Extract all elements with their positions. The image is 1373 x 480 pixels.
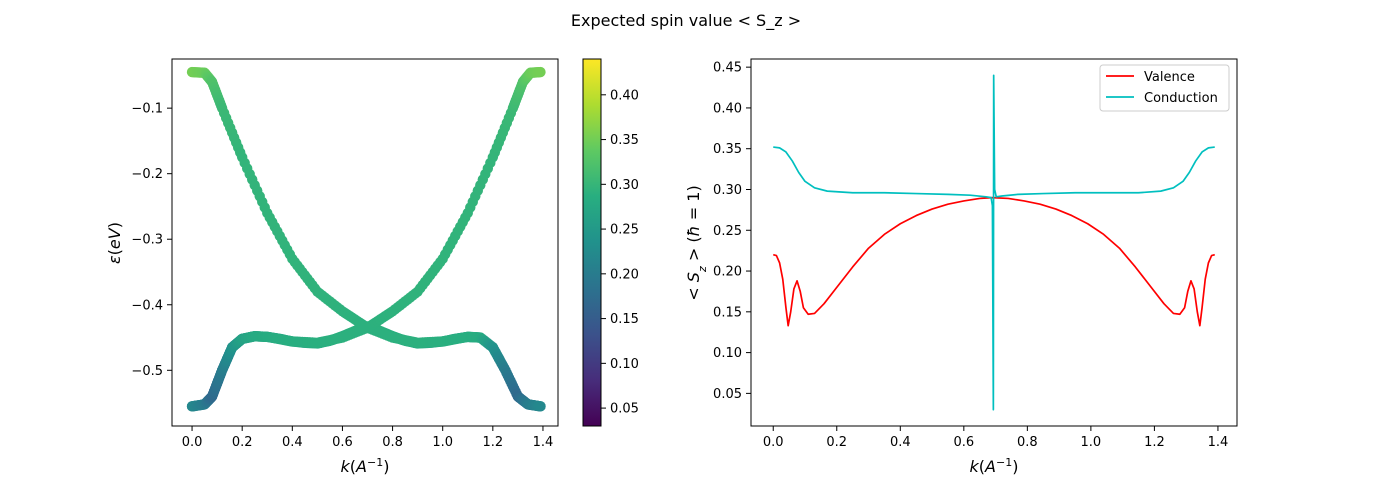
y-tick-label: 0.45 xyxy=(713,61,742,76)
band-y-axis-label: ε(eV) xyxy=(105,222,124,264)
y-tick-label: 0.40 xyxy=(713,101,742,116)
x-tick-label: 1.0 xyxy=(1081,435,1102,450)
y-tick-label: 0.20 xyxy=(610,267,639,282)
y-tick-label: −0.3 xyxy=(131,233,163,248)
y-tick-label: 0.25 xyxy=(610,223,639,238)
spin-x-axis-label: k(A−1) xyxy=(970,456,1019,477)
y-tick-label: 0.30 xyxy=(610,178,639,193)
band-y-ticks: −0.5 −0.4 −0.3 −0.2 −0.1 xyxy=(131,102,172,379)
spin-chart: 0.0 0.2 0.4 0.6 0.8 1.0 1.2 1.4 0.05 0.10 0.15 0.2… xyxy=(684,58,1238,477)
series-line-conduction xyxy=(773,74,1215,411)
colorbar: 0.05 0.10 0.15 0.20 0.25 0.30 0.35 0.40 xyxy=(582,58,639,427)
y-tick-label: 0.05 xyxy=(610,402,639,417)
y-tick-label: −0.2 xyxy=(131,167,163,182)
x-tick-label: 1.2 xyxy=(1144,435,1165,450)
y-tick-label: 0.30 xyxy=(713,183,742,198)
x-tick-label: 0.8 xyxy=(382,435,403,450)
x-tick-label: 0.6 xyxy=(953,435,974,450)
figure-title: Expected spin value < S_z > xyxy=(571,11,801,31)
series-line-valence xyxy=(773,196,1215,327)
band-point xyxy=(535,401,546,412)
band-point xyxy=(535,66,546,78)
y-tick-label: 0.25 xyxy=(713,224,742,239)
colorbar-gradient xyxy=(582,58,602,427)
y-tick-label: −0.1 xyxy=(131,102,163,117)
spin-lines xyxy=(773,74,1215,411)
y-tick-label: −0.4 xyxy=(131,298,163,313)
legend-label-conduction: Conduction xyxy=(1144,91,1218,106)
spin-y-axis-label: < Sz > (ħ = 1) xyxy=(684,185,709,300)
y-tick-label: 0.35 xyxy=(610,133,639,148)
x-tick-label: 0.8 xyxy=(1017,435,1038,450)
legend-label-valence: Valence xyxy=(1144,70,1195,85)
y-tick-label: −0.5 xyxy=(131,364,163,379)
x-tick-label: 0.0 xyxy=(763,435,784,450)
spin-legend: Valence Conduction xyxy=(1099,64,1230,112)
y-tick-label: 0.40 xyxy=(610,88,639,103)
spin-x-ticks: 0.0 0.2 0.4 0.6 0.8 1.0 1.2 1.4 xyxy=(763,426,1228,450)
y-tick-label: 0.35 xyxy=(713,142,742,157)
y-tick-label: 0.15 xyxy=(610,312,639,327)
x-tick-label: 0.6 xyxy=(332,435,353,450)
x-tick-label: 0.4 xyxy=(282,435,303,450)
band-chart: 0.0 0.2 0.4 0.6 0.8 1.0 1.2 1.4 −0.5−0.4−0.3−0.… xyxy=(105,58,559,477)
x-tick-label: 0.4 xyxy=(890,435,911,450)
y-tick-label: 0.20 xyxy=(713,265,742,280)
spin-plot-frame xyxy=(750,58,1238,427)
x-tick-label: 1.2 xyxy=(482,435,503,450)
x-tick-label: 1.4 xyxy=(533,435,554,450)
y-tick-label: 0.15 xyxy=(713,305,742,320)
y-tick-label: 0.10 xyxy=(713,346,742,361)
colorbar-ticks: 0.05 0.10 0.15 0.20 0.25 0.30 0.35 0.40 xyxy=(601,88,639,417)
x-tick-label: 1.0 xyxy=(432,435,453,450)
y-tick-label: 0.10 xyxy=(610,357,639,372)
spin-y-ticks: 0.05 0.10 0.15 0.20 0.25 0.30 0.35 0.40 0.45 xyxy=(713,61,751,402)
band-x-axis-label: k(A−1) xyxy=(341,456,390,477)
band-plot-frame xyxy=(171,58,559,427)
band-x-ticks: 0.0 0.2 0.4 0.6 0.8 1.0 1.2 1.4 xyxy=(182,426,554,450)
band-points xyxy=(186,66,546,412)
x-tick-label: 0.2 xyxy=(826,435,847,450)
y-tick-label: 0.05 xyxy=(713,387,742,402)
x-tick-label: 0.0 xyxy=(182,435,203,450)
x-tick-label: 0.2 xyxy=(232,435,253,450)
x-tick-label: 1.4 xyxy=(1208,435,1229,450)
